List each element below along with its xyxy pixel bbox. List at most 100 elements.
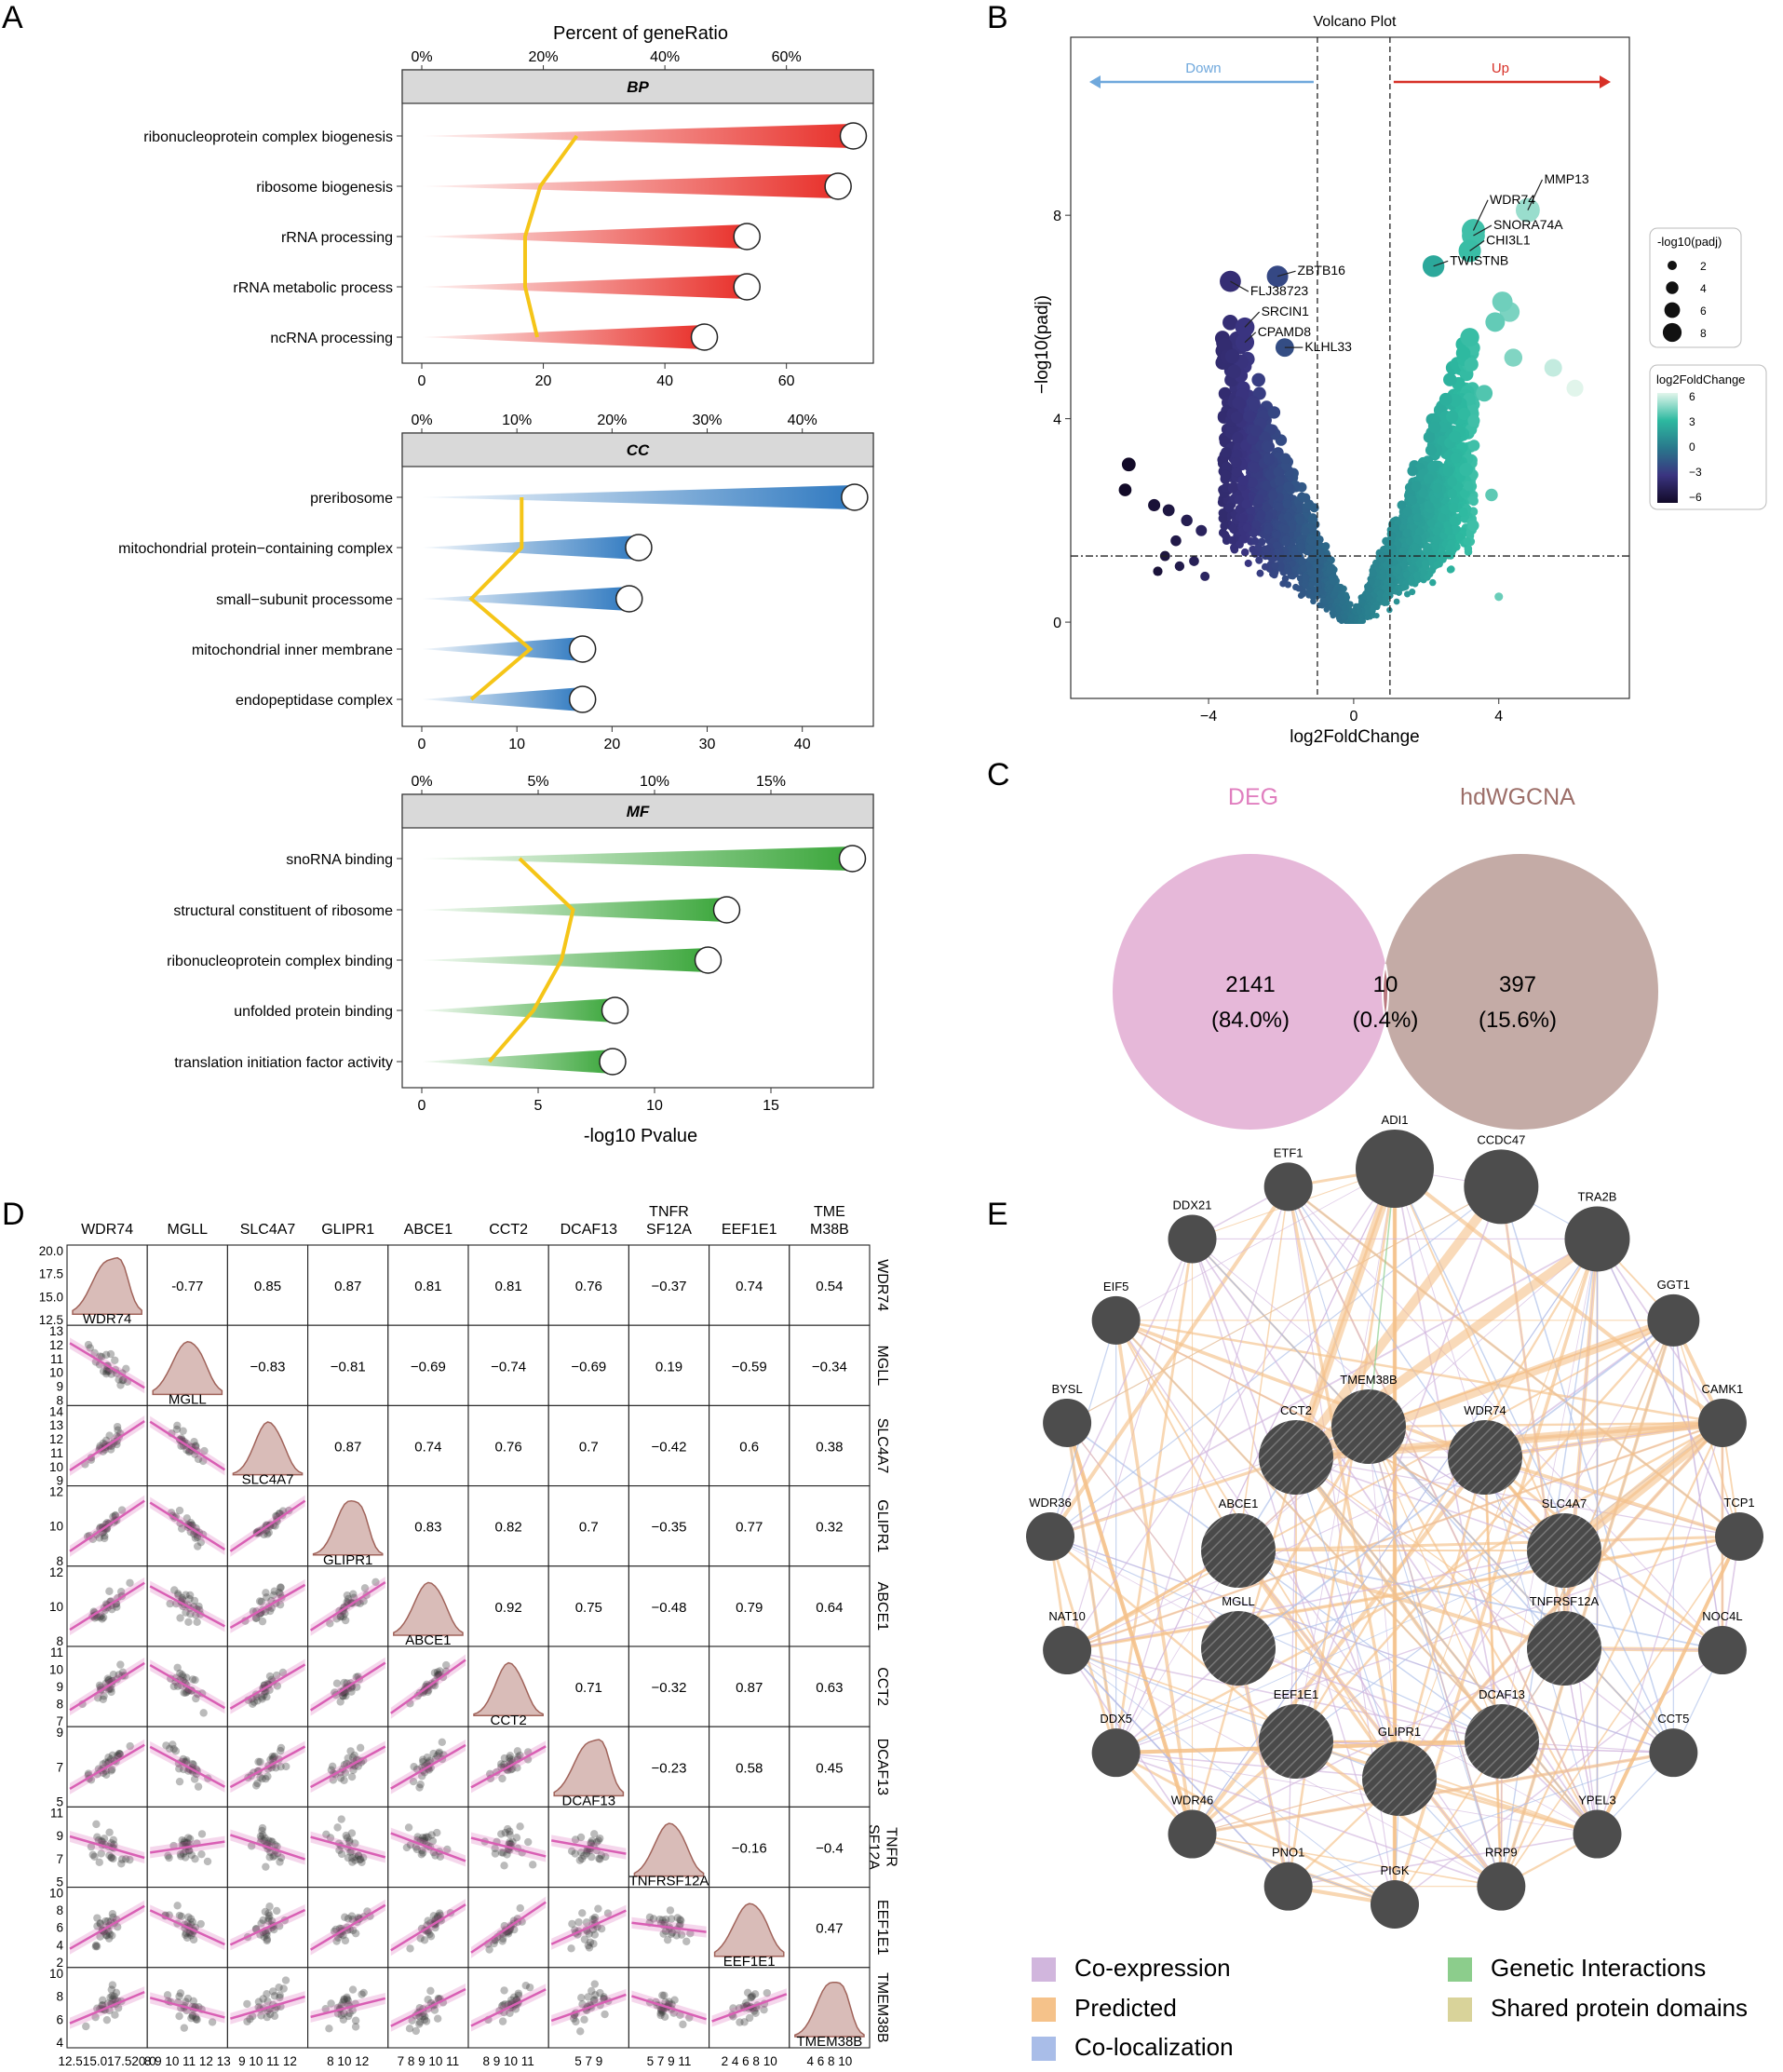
network-edge (1295, 1456, 1400, 1780)
scatter-point (108, 1605, 116, 1614)
scatter-point (171, 1747, 181, 1755)
fit-line (229, 1663, 306, 1710)
gene-point (1443, 372, 1457, 386)
scatter-point (433, 1668, 442, 1676)
gene-point (1425, 444, 1438, 456)
gene-point (1433, 560, 1441, 568)
scatter-point (101, 1350, 111, 1360)
gene-point (1423, 473, 1434, 484)
gene-point (1181, 514, 1193, 527)
gene-point (1449, 430, 1461, 443)
scatter-point (188, 1759, 197, 1768)
scatter-point (524, 1837, 533, 1847)
matrix-y-tick-label: 10 (49, 1366, 63, 1380)
scatter-point (105, 1587, 114, 1595)
matrix-y-tick-label: 8 (56, 1393, 63, 1407)
matrix-side-label-line: TNFR (884, 1827, 899, 1867)
network-node (1356, 1130, 1434, 1208)
matrix-cell (709, 1324, 790, 1406)
scatter-point (119, 1375, 128, 1385)
scatter-point (576, 2027, 585, 2036)
matrix-cell (467, 1324, 549, 1406)
scatter-point (512, 1834, 521, 1842)
gene-point (1272, 530, 1281, 539)
network-hub-node (1527, 1611, 1601, 1686)
scatter-point (188, 2011, 196, 2021)
scatter-point (371, 1578, 380, 1587)
fit-line (69, 1420, 145, 1471)
scatter-point (263, 1593, 271, 1602)
scatter-point (742, 1998, 750, 2007)
scatter-point (506, 1827, 514, 1835)
matrix-side-label-line: MGLL (874, 1346, 890, 1387)
scatter-point (342, 1691, 350, 1700)
scatter-point (649, 1915, 658, 1923)
scatter-point (507, 1996, 516, 2004)
scatter-point (513, 1747, 522, 1755)
scatter-point (173, 1421, 182, 1430)
gene-point (1250, 536, 1260, 546)
scatter-point (111, 1996, 119, 2004)
gene-point (1420, 568, 1428, 576)
scatter-point (435, 1748, 444, 1756)
gene-point (1341, 604, 1347, 611)
network-edge (1115, 1752, 1598, 1835)
scatter-point (258, 1823, 267, 1833)
gene-point (1249, 452, 1262, 463)
gene-point (1442, 466, 1453, 477)
scatter-point (175, 1777, 184, 1786)
gene-point (1383, 561, 1391, 569)
scatter-point (337, 1849, 346, 1859)
density-curve (473, 1661, 544, 1716)
scatter-point (510, 1993, 519, 2001)
term-endpoint (824, 172, 852, 200)
scatter-point (348, 1916, 357, 1924)
scatter-point (263, 1692, 271, 1701)
panel-letter-b: B (987, 0, 1008, 35)
gene-point (1170, 535, 1182, 547)
gene-label: FLJ38723 (1250, 283, 1308, 298)
gene-point (1340, 585, 1347, 592)
scatter-point (268, 1837, 277, 1846)
correlation-value: 0.58 (736, 1760, 763, 1776)
gene-point (1455, 345, 1471, 360)
gene-point (1267, 406, 1281, 419)
scatter-point (412, 2026, 420, 2036)
venn-count-deg: 2141 (1225, 972, 1275, 997)
legend-swatch (1032, 2037, 1056, 2061)
matrix-header-label: GLIPR1 (321, 1222, 374, 1238)
gene-point (1358, 614, 1365, 620)
fit-line (229, 1908, 306, 1946)
scatter-point (257, 1597, 266, 1606)
network-node-label: ADI1 (1382, 1113, 1409, 1127)
network-edge (1288, 1833, 1598, 1888)
density-curve (393, 1581, 464, 1636)
scatter-point (327, 1766, 336, 1774)
gene-point (1492, 291, 1513, 312)
scatter-point (743, 1988, 752, 1997)
scatter-point (336, 1612, 345, 1620)
correlation-value: −0.23 (652, 1760, 687, 1776)
scatter-point (256, 1773, 264, 1781)
scatter-point (660, 2012, 669, 2022)
scatter-point (676, 1916, 684, 1924)
scatter-point (103, 1916, 112, 1926)
matrix-cell (628, 1485, 710, 1567)
gene-point (1368, 577, 1375, 586)
legend-swatch (1032, 1957, 1056, 1982)
gene-point (1234, 494, 1245, 506)
scatter-point (658, 1916, 667, 1924)
size-legend-label: 8 (1700, 327, 1707, 340)
legend-label: Co-localization (1074, 2033, 1234, 2061)
scatter-point (113, 1923, 122, 1931)
scatter-point (601, 2010, 609, 2019)
term-bar (422, 948, 709, 972)
term-endpoint (712, 896, 741, 924)
scatter-point (277, 1746, 285, 1755)
scatter-point (113, 1422, 122, 1431)
matrix-cell (628, 1404, 710, 1487)
network-edge (1066, 1422, 1239, 1649)
term-bar (422, 224, 748, 249)
scatter-point (93, 1694, 102, 1702)
scatter-point (268, 1753, 277, 1761)
